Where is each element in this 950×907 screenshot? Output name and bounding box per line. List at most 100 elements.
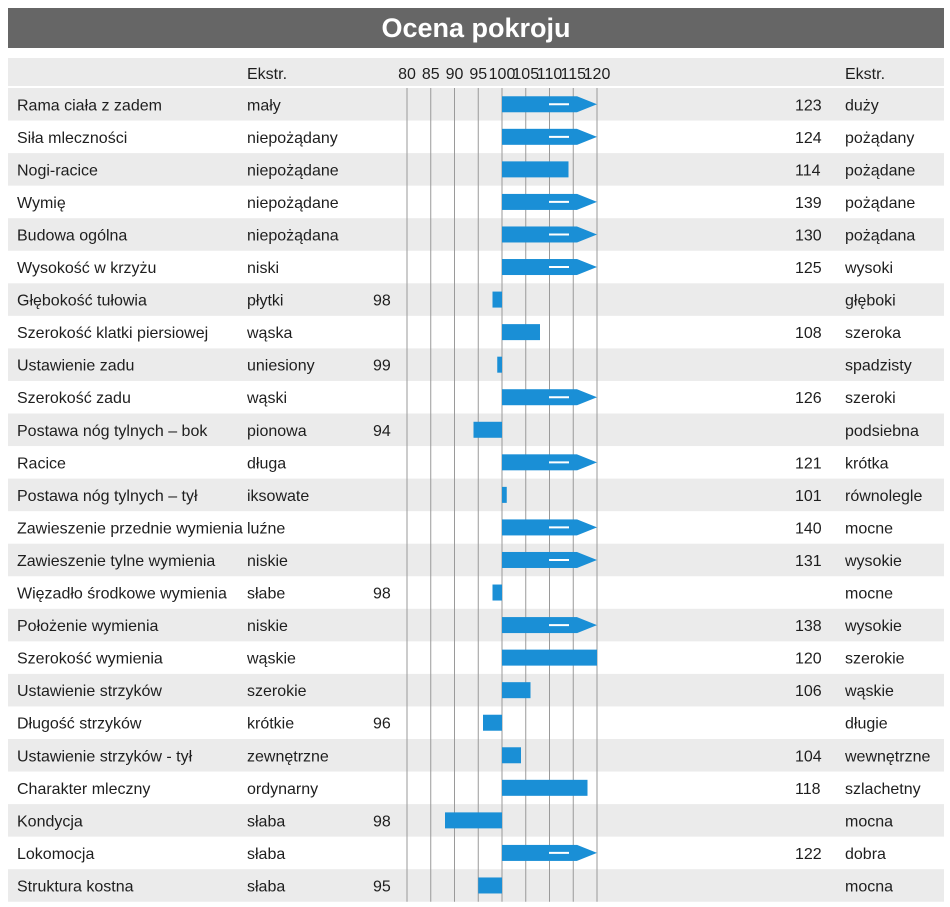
extreme-low-label: niskie [247, 618, 288, 635]
header-extreme-left: Ekstr. [247, 66, 287, 83]
trait-label: Postawa nóg tylnych – tył [17, 488, 198, 505]
trait-label: Szerokość wymienia [17, 651, 163, 668]
row-band [8, 153, 944, 186]
value-label: 120 [795, 651, 822, 668]
x-tick-label: 115 [560, 66, 586, 83]
value-label: 98 [373, 813, 391, 830]
value-label: 96 [373, 716, 391, 733]
chart-title: Ocena pokroju [8, 8, 944, 48]
extreme-high-label: długie [845, 716, 888, 733]
extreme-low-label: niski [247, 260, 279, 277]
x-tick-label: 90 [446, 66, 464, 83]
header-band [8, 58, 944, 86]
trait-label: Więzadło środkowe wymienia [17, 586, 227, 603]
extreme-high-label: wysoki [844, 260, 893, 277]
extreme-low-label: słaba [247, 813, 285, 830]
extreme-low-label: wąski [246, 390, 287, 407]
value-label: 94 [373, 423, 391, 440]
bar [502, 128, 577, 145]
value-label: 126 [795, 390, 822, 407]
extreme-low-label: wąska [246, 325, 292, 342]
x-tick-label: 95 [469, 66, 487, 83]
trait-label: Położenie wymienia [17, 618, 159, 635]
extreme-high-label: szlachetny [845, 781, 921, 798]
value-label: 114 [795, 162, 821, 179]
value-label: 122 [795, 846, 822, 863]
row-band [8, 869, 944, 902]
trait-label: Budowa ogólna [17, 227, 127, 244]
extreme-low-label: mały [247, 97, 281, 114]
trait-label: Głębokość tułowia [17, 293, 147, 310]
value-label: 123 [795, 97, 822, 114]
bar [478, 877, 502, 894]
bar [445, 812, 502, 829]
trait-label: Siła mleczności [17, 130, 127, 147]
bar [502, 259, 577, 276]
value-label: 98 [373, 586, 391, 603]
value-label: 101 [795, 488, 822, 505]
extreme-high-label: duży [845, 97, 879, 114]
extreme-high-label: równolegle [845, 488, 922, 505]
row-band [8, 478, 944, 512]
extreme-low-label: iksowate [247, 488, 309, 505]
bar [483, 714, 502, 731]
row-band [8, 348, 944, 381]
trait-label: Szerokość zadu [17, 390, 131, 407]
extreme-low-label: niepożądana [247, 227, 339, 244]
row-band [8, 543, 944, 577]
trait-label: Ustawienie zadu [17, 358, 134, 375]
bar-overflow-arrow [577, 259, 597, 276]
bar [502, 389, 577, 406]
extreme-low-label: niepożądane [247, 162, 339, 179]
trait-label: Zawieszenie przednie wymienia [17, 520, 243, 537]
extreme-low-label: pionowa [247, 423, 307, 440]
header-extreme-right: Ekstr. [845, 66, 885, 83]
trait-label: Wysokość w krzyżu [17, 260, 156, 277]
x-tick-label: 85 [422, 66, 440, 83]
bar [502, 486, 507, 503]
bar-overflow-arrow [577, 96, 597, 113]
extreme-high-label: dobra [845, 846, 886, 863]
trait-label: Ustawienie strzyków - tył [17, 748, 193, 765]
value-label: 124 [795, 130, 822, 147]
bar [502, 844, 577, 861]
trait-label: Długość strzyków [17, 716, 142, 733]
trait-label: Struktura kostna [17, 878, 134, 895]
value-label: 125 [795, 260, 822, 277]
extreme-low-label: płytki [247, 293, 283, 310]
extreme-high-label: wewnętrzne [844, 748, 930, 765]
extreme-low-label: uniesiony [247, 358, 315, 375]
extreme-high-label: podsiebna [845, 423, 919, 440]
extreme-low-label: długa [247, 455, 286, 472]
extreme-high-label: mocne [845, 520, 893, 537]
extreme-high-label: pożądany [845, 130, 914, 147]
extreme-high-label: wysokie [844, 553, 902, 570]
trait-label: Nogi-racice [17, 162, 98, 179]
trait-label: Rama ciała z zadem [17, 97, 162, 114]
extreme-low-label: niepożądany [247, 130, 338, 147]
value-label: 95 [373, 878, 391, 895]
extreme-high-label: szeroka [845, 325, 901, 342]
bar [502, 747, 521, 764]
extreme-high-label: głęboki [845, 293, 896, 310]
extreme-high-label: mocna [845, 813, 893, 830]
value-label: 118 [795, 781, 821, 798]
extreme-high-label: pożądane [845, 162, 915, 179]
x-tick-label: 100 [489, 66, 516, 83]
bar-overflow-arrow [577, 193, 597, 210]
extreme-low-label: zewnętrzne [247, 748, 329, 765]
value-label: 139 [795, 195, 822, 212]
trait-label: Lokomocja [17, 846, 94, 863]
bar [502, 551, 577, 568]
bar-overflow-arrow [577, 226, 597, 243]
value-label: 108 [795, 325, 822, 342]
x-tick-label: 80 [398, 66, 416, 83]
bar [473, 421, 502, 438]
bar-overflow-arrow [577, 844, 597, 861]
x-tick-label: 110 [537, 66, 563, 83]
extreme-low-label: wąskie [246, 651, 296, 668]
trait-label: Wymię [17, 195, 66, 212]
extreme-low-label: niepożądane [247, 195, 339, 212]
row-band [8, 283, 944, 316]
extreme-high-label: krótka [845, 455, 889, 472]
